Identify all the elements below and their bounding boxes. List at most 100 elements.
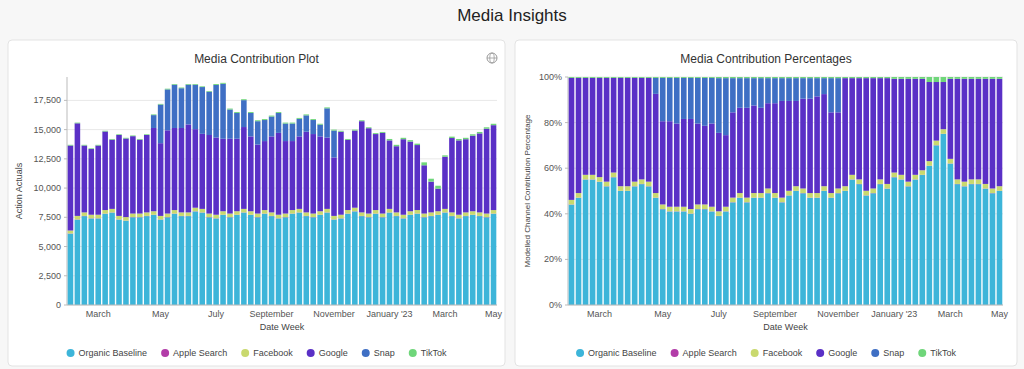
bar-segment <box>477 212 483 216</box>
bar-segment <box>290 210 296 214</box>
bar-segment <box>75 122 81 124</box>
bar-segment <box>179 212 185 216</box>
bar-segment <box>116 220 122 305</box>
bar-segment <box>576 77 582 78</box>
bar-segment <box>213 138 219 215</box>
bar-segment <box>82 216 88 305</box>
bar-segment <box>877 78 883 179</box>
bar-segment <box>484 127 490 128</box>
bar-segment <box>172 214 178 305</box>
bar-segment <box>151 211 157 215</box>
bar-segment <box>898 175 904 180</box>
bar-segment <box>625 78 631 186</box>
bar-segment <box>283 214 289 218</box>
bar-segment <box>583 78 589 175</box>
page-title: Media Insights <box>457 6 567 25</box>
bar-segment <box>884 78 890 184</box>
bar-segment <box>75 123 81 216</box>
bar-segment <box>380 131 386 133</box>
bar-segment <box>590 175 596 180</box>
bar-segment <box>172 84 178 86</box>
bar-segment <box>695 77 701 78</box>
bar-segment <box>102 131 108 210</box>
x-axis-label: Date Week <box>260 322 305 332</box>
legend-label: Google <box>828 348 857 358</box>
bar-segment <box>870 193 876 305</box>
bar-segment <box>477 216 483 305</box>
bar-segment <box>934 145 940 305</box>
bar-segment <box>639 78 645 179</box>
legend-item: Google <box>816 348 857 358</box>
x-axis-line <box>568 305 1003 306</box>
bar-segment <box>604 186 610 305</box>
bars <box>68 83 497 305</box>
bar-segment <box>955 179 961 184</box>
bar-segment <box>863 191 869 196</box>
bar-segment <box>220 139 226 211</box>
bar-segment <box>109 139 115 140</box>
bar-segment <box>165 89 171 130</box>
bar-segment <box>856 78 862 179</box>
bar-segment <box>442 155 448 156</box>
bar-segment <box>116 135 122 216</box>
bar-segment <box>352 129 358 131</box>
globe-icon-circle <box>487 53 497 63</box>
bar-segment <box>576 193 582 198</box>
bar-segment <box>297 136 303 208</box>
bar-segment <box>421 217 427 305</box>
bar-segment <box>144 212 150 216</box>
bar-segment <box>948 79 954 159</box>
bar-segment <box>428 212 434 216</box>
bar-segment <box>297 117 303 119</box>
bar-segment <box>814 78 820 96</box>
bar-segment <box>304 212 310 216</box>
bar-segment <box>976 77 982 79</box>
bar-segment <box>912 175 918 180</box>
bar-segment <box>394 146 400 212</box>
bar-segment <box>962 79 968 182</box>
bar-segment <box>941 77 947 82</box>
bar-segment <box>653 78 659 94</box>
y-tick-label: 12,500 <box>33 154 61 164</box>
bar-segment <box>394 145 400 146</box>
bar-segment <box>969 77 975 79</box>
bar-segment <box>779 101 785 198</box>
panel-card <box>515 40 1017 366</box>
bar-segment <box>983 189 989 305</box>
bar-segment <box>95 144 101 146</box>
bar-segment <box>891 79 897 173</box>
bar-segment <box>283 217 289 305</box>
legend-item: Apple Search <box>671 348 737 358</box>
bar-segment <box>920 77 926 79</box>
bar-segment <box>835 112 841 188</box>
bar-segment <box>82 146 88 213</box>
bar-segment <box>597 78 603 177</box>
bar-segment <box>241 209 247 213</box>
bar-segment <box>373 214 379 305</box>
bar-segment <box>290 141 296 210</box>
bar-segment <box>89 149 95 150</box>
bar-segment <box>653 193 659 198</box>
x-tick-label: March <box>587 309 612 319</box>
bar-segment <box>955 79 961 180</box>
bar-segment <box>193 85 199 129</box>
bar-segment <box>359 121 365 122</box>
bar-segment <box>793 186 799 191</box>
bar-segment <box>611 77 617 78</box>
bar-segment <box>702 126 708 205</box>
legend-swatch <box>241 349 249 357</box>
bar-segment <box>983 184 989 189</box>
bar-segment <box>856 184 862 305</box>
bar-segment <box>716 211 722 216</box>
bar-segment <box>186 124 192 212</box>
bar-segment <box>590 180 596 305</box>
bar-segment <box>477 133 483 212</box>
bar-segment <box>569 200 575 205</box>
bar-segment <box>75 220 81 305</box>
bar-segment <box>765 78 771 103</box>
bar-segment <box>130 136 136 213</box>
bar-segment <box>639 77 645 78</box>
bar-segment <box>688 77 694 78</box>
bar-segment <box>373 210 379 214</box>
bar-segment <box>990 193 996 305</box>
